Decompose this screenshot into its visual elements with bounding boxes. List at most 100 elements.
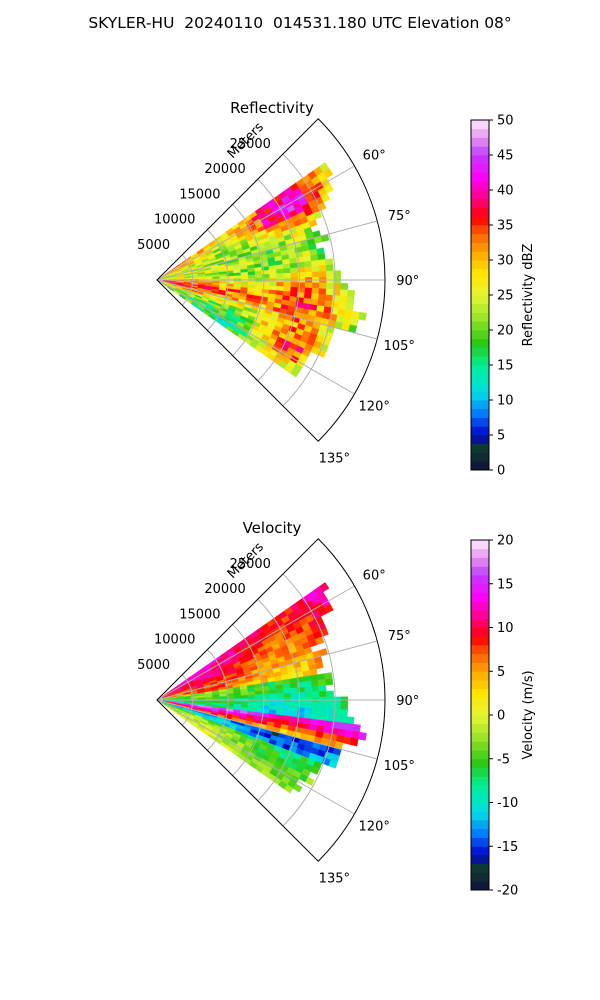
colorbar-segment bbox=[471, 828, 489, 838]
figure-title: SKYLER-HU 20240110 014531.180 UTC Elevat… bbox=[88, 14, 512, 32]
data-cell bbox=[316, 348, 327, 358]
colorbar-segment bbox=[471, 741, 489, 751]
data-cell bbox=[318, 288, 327, 295]
data-cell bbox=[320, 193, 331, 203]
radial-tick-label: 15000 bbox=[179, 607, 220, 622]
data-cell bbox=[358, 731, 367, 741]
polar-axes-1: 60° 75° 90° 105° 120° 135° 5000 10000 15000 20000… bbox=[137, 519, 536, 899]
data-cell bbox=[310, 766, 320, 775]
colorbar-segment bbox=[471, 540, 489, 550]
data-cell bbox=[319, 628, 329, 637]
data-cell bbox=[324, 672, 333, 680]
data-cell bbox=[318, 259, 327, 266]
data-cell bbox=[318, 708, 327, 715]
data-cell bbox=[247, 271, 256, 276]
data-cell bbox=[276, 268, 284, 274]
data-cell bbox=[347, 289, 355, 298]
colorbar-segment bbox=[471, 207, 489, 217]
data-cell bbox=[240, 271, 249, 276]
data-cell bbox=[311, 260, 319, 267]
data-cell bbox=[247, 701, 256, 706]
data-cell bbox=[276, 281, 284, 287]
data-cell bbox=[290, 272, 299, 278]
data-cell bbox=[315, 636, 325, 645]
data-cell bbox=[275, 264, 284, 270]
colorbar-segment bbox=[471, 723, 489, 733]
colorbar-tick-label: 40 bbox=[497, 184, 514, 199]
data-cell bbox=[325, 258, 334, 266]
colorbar-segment bbox=[471, 190, 489, 200]
radial-tick-label: 15000 bbox=[179, 187, 220, 202]
data-cell bbox=[346, 716, 355, 725]
data-cell bbox=[319, 582, 330, 593]
colorbar-segment bbox=[471, 548, 489, 558]
data-cell bbox=[304, 287, 313, 294]
data-cell bbox=[305, 776, 315, 786]
data-cell bbox=[345, 303, 354, 312]
colorbar-segment bbox=[471, 618, 489, 628]
data-cell bbox=[304, 266, 313, 273]
colorbar-segment bbox=[471, 216, 489, 226]
angle-gridline bbox=[156, 699, 378, 760]
colorbar-tick-label: 15 bbox=[497, 359, 514, 374]
data-cell bbox=[198, 697, 206, 700]
colorbar-segment bbox=[471, 461, 489, 471]
data-cell bbox=[247, 274, 256, 279]
data-cell bbox=[326, 282, 334, 290]
colorbar-tick-label: 5 bbox=[497, 429, 505, 444]
angle-tick-label: 105° bbox=[384, 339, 415, 354]
data-cell bbox=[315, 661, 324, 670]
data-cell bbox=[311, 287, 320, 295]
colorbar-segment bbox=[471, 452, 489, 462]
data-cell bbox=[345, 723, 354, 732]
data-cell bbox=[198, 277, 206, 280]
colorbar-segment bbox=[471, 846, 489, 856]
data-cell bbox=[304, 271, 313, 278]
data-cell bbox=[290, 282, 299, 288]
polar-grid-0 bbox=[156, 153, 385, 407]
colorbar-segment bbox=[471, 128, 489, 138]
data-cell bbox=[289, 368, 300, 378]
data-cell bbox=[304, 686, 313, 693]
polar-grid-1 bbox=[156, 573, 385, 827]
data-cell bbox=[283, 272, 292, 278]
data-cell bbox=[311, 691, 320, 698]
data-cell bbox=[290, 702, 299, 708]
data-cell bbox=[283, 282, 292, 288]
data-cell bbox=[311, 680, 319, 687]
data-cell bbox=[212, 696, 220, 700]
data-cell bbox=[255, 281, 263, 286]
radial-tick-label: 10000 bbox=[154, 633, 195, 648]
colorbar-tick-label: -5 bbox=[497, 752, 510, 767]
data-cell bbox=[317, 673, 326, 681]
data-cell bbox=[268, 265, 277, 271]
data-cell bbox=[219, 276, 227, 280]
colorbar-segment bbox=[471, 225, 489, 235]
colorbar-segment bbox=[471, 758, 489, 768]
data-cell bbox=[268, 705, 277, 711]
data-cell bbox=[311, 282, 320, 289]
colorbar-segment bbox=[471, 566, 489, 576]
data-cell bbox=[240, 275, 249, 279]
angle-gridline bbox=[156, 699, 355, 815]
colorbar-segment bbox=[471, 793, 489, 803]
data-cell bbox=[233, 692, 242, 697]
colorbar-segment bbox=[471, 163, 489, 173]
polar-axes-0: 60° 75° 90° 105° 120° 135° 5000 10000 15000 20000… bbox=[137, 99, 536, 479]
data-cell bbox=[289, 682, 298, 689]
colorbar-segment bbox=[471, 347, 489, 357]
data-cell bbox=[233, 695, 242, 699]
colorbar-segment bbox=[471, 662, 489, 672]
data-cell bbox=[269, 701, 277, 707]
colorbar-segment bbox=[471, 855, 489, 865]
colorbar-tick-label: 10 bbox=[497, 394, 514, 409]
data-cell bbox=[303, 255, 312, 263]
data-cell bbox=[318, 294, 327, 301]
data-cell bbox=[283, 706, 291, 712]
data-cell bbox=[339, 289, 348, 297]
angle-gridline bbox=[156, 165, 355, 281]
angle-gridline bbox=[156, 640, 378, 701]
data-cell bbox=[254, 690, 263, 696]
data-cell bbox=[340, 283, 349, 291]
data-cell bbox=[290, 286, 299, 293]
